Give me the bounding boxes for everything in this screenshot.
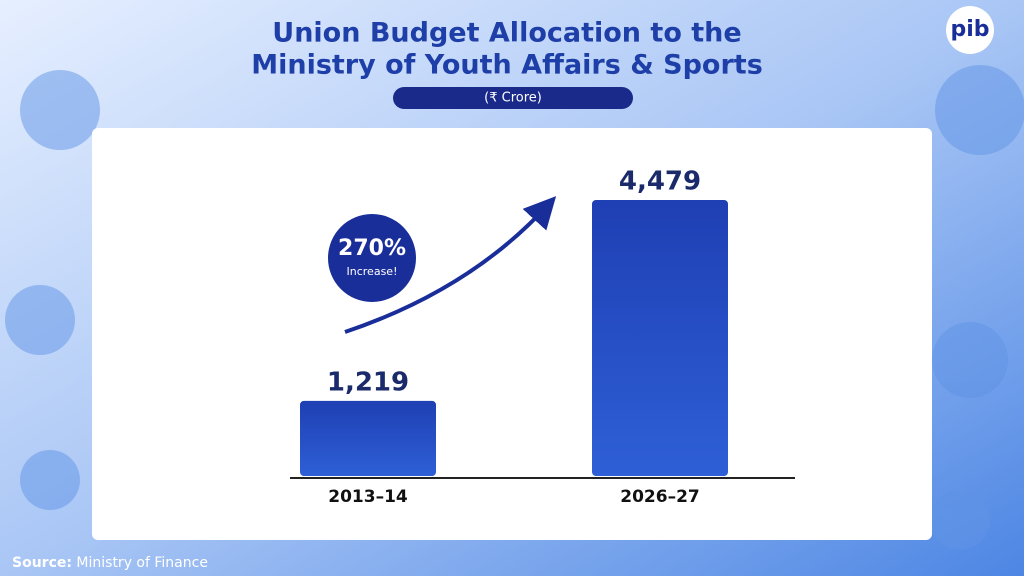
decoration [5,65,1024,550]
bar [300,400,436,476]
chart-title: Union Budget Allocation to the [272,18,741,49]
source-label: Source: [12,555,72,571]
arrow [344,196,557,334]
logo: pib [946,6,994,54]
chart-title: Ministry of Youth Affairs & Sports [251,50,763,81]
annotation: 270% [338,236,406,261]
annotation: Increase! [347,265,398,278]
logo-text: pib [950,17,989,42]
subtitle: (₹ Crore) [484,91,542,106]
x-tick-label: 2013–14 [328,487,408,507]
value-label: 4,479 [619,167,701,197]
x-tick-label: 2026–27 [620,487,699,507]
subtitle-pill [393,87,633,109]
source-text: Ministry of Finance [76,555,208,571]
value-label: 1,219 [327,367,409,397]
source: Source: Ministry of Finance [12,555,208,571]
bar [592,200,728,476]
annotation-badge [328,214,416,302]
